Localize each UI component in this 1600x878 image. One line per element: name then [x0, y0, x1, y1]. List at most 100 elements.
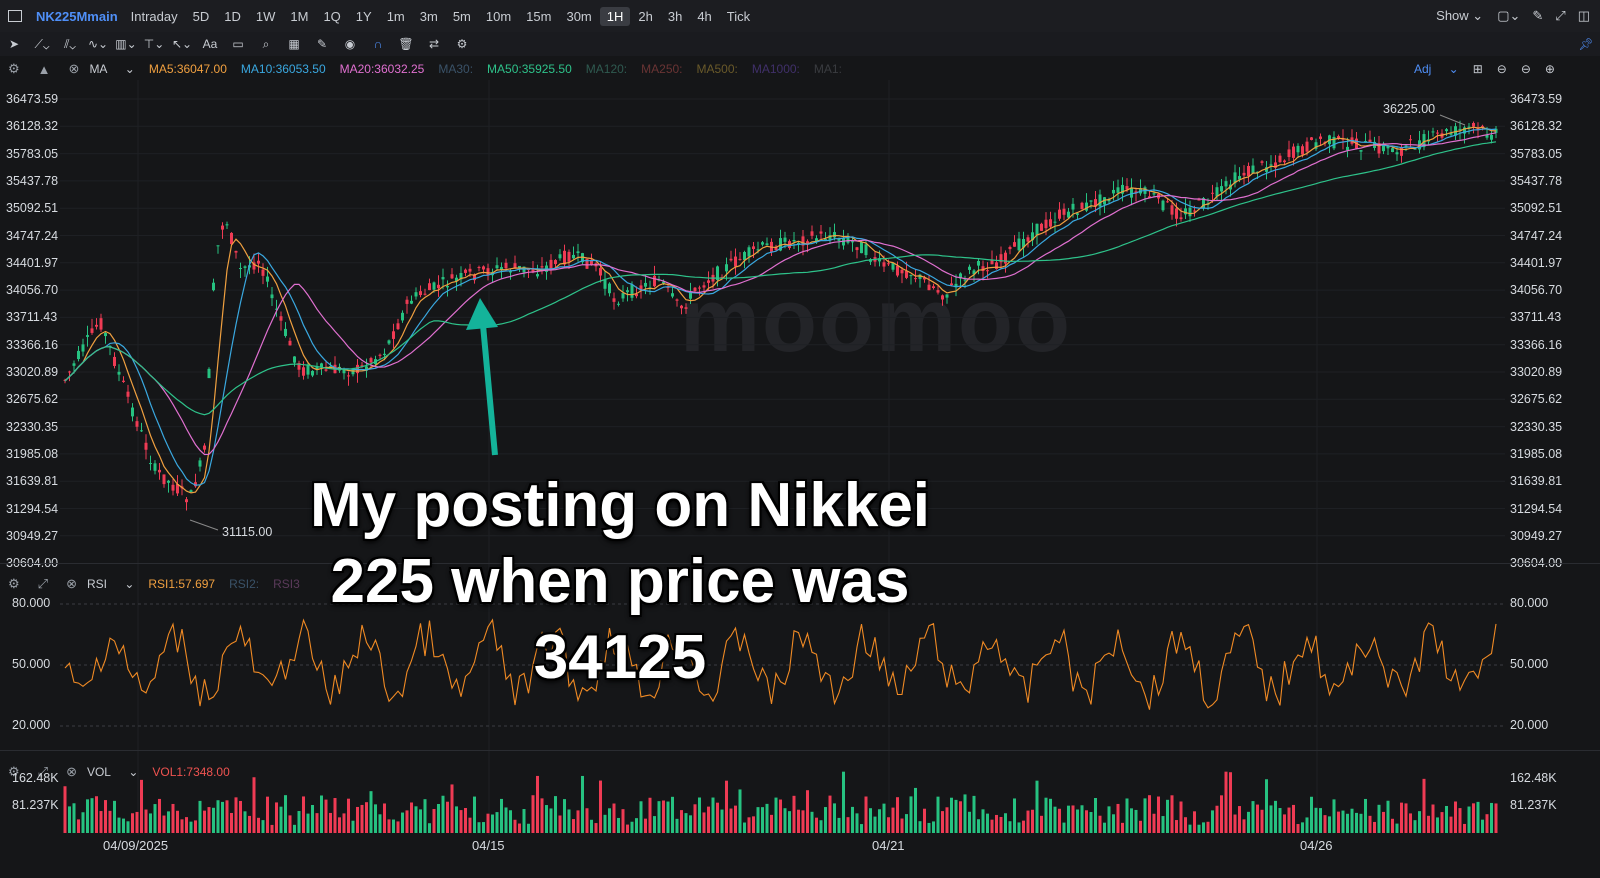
- interval-4h[interactable]: 4h: [697, 8, 712, 24]
- interval-3m[interactable]: 3m: [419, 8, 438, 24]
- indicator-value[interactable]: RSI3: [273, 577, 300, 591]
- close-icon[interactable]: ⊗: [68, 61, 80, 76]
- interval-1q[interactable]: 1Q: [323, 8, 341, 24]
- indicator-value[interactable]: MA5:36047.00: [148, 62, 227, 76]
- interval-1y[interactable]: 1Y: [355, 8, 372, 24]
- wave-icon[interactable]: ∿⌄: [87, 37, 109, 51]
- volume-bar: [999, 816, 1003, 833]
- candle-body: [266, 276, 269, 282]
- candle-body: [117, 371, 121, 375]
- comment-icon[interactable]: ▭: [232, 37, 244, 51]
- rsi-selector[interactable]: RSI ⌄: [86, 577, 135, 591]
- pin-icon[interactable]: 📌︎: [1578, 37, 1594, 51]
- interval-1d[interactable]: 1D: [224, 8, 241, 24]
- minus-icon[interactable]: ⊖: [1520, 62, 1531, 76]
- indicator-value[interactable]: MA10:36053.50: [240, 62, 326, 76]
- axis-label: 50.000: [12, 657, 51, 671]
- interval-1m[interactable]: 1M: [290, 8, 309, 24]
- settings-icon[interactable]: ⚙: [456, 37, 468, 51]
- trash-icon[interactable]: 🗑︎: [398, 37, 414, 51]
- interval-3h[interactable]: 3h: [667, 8, 683, 24]
- volume-bar: [801, 810, 805, 833]
- close-icon[interactable]: ⊗: [66, 764, 77, 779]
- vol-selector[interactable]: VOL ⌄: [86, 765, 139, 779]
- indicator-value[interactable]: VOL1:7348.00: [152, 765, 230, 779]
- interval-5d[interactable]: 5D: [192, 8, 210, 24]
- expand-icon[interactable]: ⤢: [1555, 8, 1566, 23]
- sync-icon[interactable]: ⇄: [428, 37, 440, 51]
- indicator-value[interactable]: MA120:: [585, 62, 628, 76]
- interval-1h[interactable]: 1H: [599, 6, 631, 26]
- interval-5m[interactable]: 5m: [452, 8, 471, 24]
- measure-icon[interactable]: ⊤⌄: [143, 37, 165, 51]
- window-icon[interactable]: ▢⌄: [1497, 8, 1521, 23]
- candle-body: [423, 293, 427, 295]
- panel-icon[interactable]: ◫: [1577, 8, 1590, 23]
- zoom-in-icon[interactable]: ⊕: [1544, 62, 1555, 76]
- interval-tick[interactable]: Tick: [726, 8, 751, 24]
- candle-body: [176, 484, 179, 494]
- eye-off-icon[interactable]: ▲: [37, 61, 51, 77]
- gear-icon[interactable]: ⚙: [8, 576, 20, 591]
- symbol-name[interactable]: NK225Mmain: [36, 8, 118, 24]
- candle-body: [950, 283, 953, 286]
- zoom-out-icon[interactable]: ⊖: [1496, 62, 1507, 76]
- volume-bar: [486, 813, 490, 833]
- sidebar-icon[interactable]: [8, 10, 22, 22]
- candle-body: [698, 287, 701, 289]
- interval-15m[interactable]: 15m: [526, 8, 552, 24]
- gear-icon[interactable]: ⚙: [8, 61, 20, 76]
- text-icon[interactable]: Aa: [202, 37, 218, 51]
- ma-selector[interactable]: MA ⌄: [89, 62, 135, 76]
- pen-icon[interactable]: ✎: [1532, 8, 1544, 23]
- indicator-value[interactable]: MA250:: [641, 62, 683, 76]
- ma10-line: [64, 128, 1497, 486]
- interval-1m[interactable]: 1m: [386, 8, 405, 24]
- volume-bar: [1422, 778, 1426, 833]
- adj-selector[interactable]: Adj ⌄: [1414, 62, 1459, 76]
- eye-icon[interactable]: ◉: [344, 37, 356, 51]
- indicator-value[interactable]: MA1000:: [751, 62, 800, 76]
- zoom-icon[interactable]: ⌕: [262, 36, 270, 51]
- interval-30m[interactable]: 30m: [566, 8, 592, 24]
- candle-body: [1490, 135, 1493, 140]
- indicator-value[interactable]: MA30:: [438, 62, 474, 76]
- indicator-value[interactable]: MA500:: [696, 62, 738, 76]
- volume-bar: [1251, 801, 1255, 833]
- volume-bar: [666, 801, 670, 833]
- candle-body: [171, 484, 175, 491]
- fibonacci-icon[interactable]: ▥⌄: [115, 37, 137, 51]
- close-icon[interactable]: ⊗: [66, 576, 77, 591]
- channel-icon[interactable]: ⫽⌄: [64, 36, 76, 51]
- indicator-value[interactable]: RSI2:: [229, 577, 260, 591]
- axis-label: 81.237K: [12, 798, 59, 812]
- ruler-icon[interactable]: ▦: [288, 37, 300, 51]
- expand-icon[interactable]: ⤢: [37, 576, 49, 591]
- trendline-icon[interactable]: ⟋⌄: [34, 36, 50, 51]
- expand-icon[interactable]: ⤢: [37, 764, 49, 779]
- interval-10m[interactable]: 10m: [485, 8, 512, 24]
- indicator-value[interactable]: MA50:35925.50: [487, 62, 572, 76]
- candle-body: [689, 291, 692, 299]
- indicator-value[interactable]: MA20:36032.25: [339, 62, 425, 76]
- arrow-icon[interactable]: ↖⌄: [171, 37, 193, 51]
- candle-body: [1112, 189, 1115, 194]
- volume-bar: [149, 813, 152, 833]
- volume-bar: [302, 796, 305, 833]
- volume-bar: [333, 798, 337, 833]
- volume-bar: [509, 810, 512, 833]
- interval-1w[interactable]: 1W: [255, 8, 276, 24]
- magnet-icon[interactable]: ∩: [373, 37, 383, 51]
- interval-intraday[interactable]: Intraday: [130, 8, 178, 24]
- axis-label: 31985.08: [1510, 446, 1563, 461]
- volume-bar: [396, 821, 400, 833]
- show-dropdown[interactable]: Show ⌄: [1436, 8, 1484, 23]
- brush-icon[interactable]: ✎: [316, 37, 328, 51]
- cursor-icon[interactable]: ➤: [8, 37, 20, 51]
- indicator-value[interactable]: RSI1:57.697: [148, 577, 216, 591]
- interval-2h[interactable]: 2h: [638, 8, 653, 24]
- scale-icon[interactable]: ⊞: [1472, 62, 1483, 76]
- gear-icon[interactable]: ⚙: [8, 764, 20, 779]
- indicator-value[interactable]: MA1:: [813, 62, 842, 76]
